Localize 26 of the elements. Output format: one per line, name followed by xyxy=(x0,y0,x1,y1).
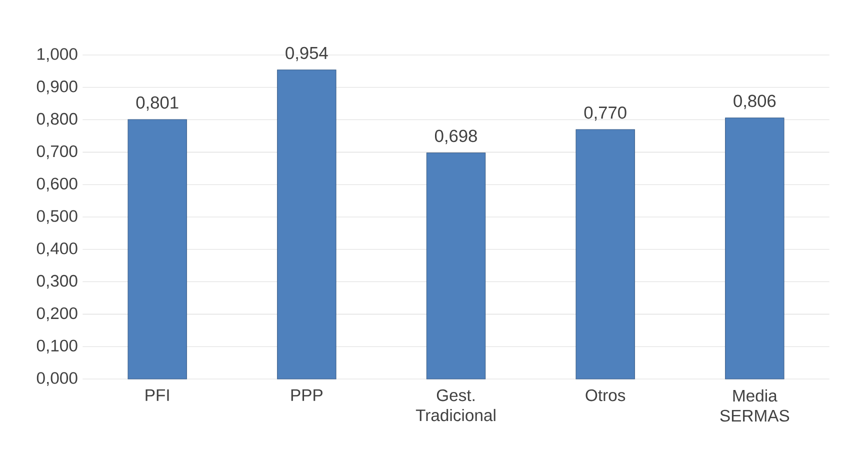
y-tick-label: 0,100 xyxy=(36,340,78,354)
y-tick-label: 0,500 xyxy=(36,210,78,224)
y-tick-label: 0,200 xyxy=(36,307,78,322)
x-tick-label: Otros xyxy=(586,389,626,402)
y-tick-label: 0,600 xyxy=(36,178,78,192)
bar xyxy=(426,152,486,380)
y-tick-label: 0,400 xyxy=(36,242,78,256)
x-tick-label: Gest. Tradicional xyxy=(416,389,496,422)
data-label: 0,801 xyxy=(136,96,178,111)
bar xyxy=(277,70,336,380)
y-tick-label: 0,800 xyxy=(36,112,78,127)
data-label: 0,954 xyxy=(286,46,328,62)
x-tick-label: PFI xyxy=(146,389,169,401)
data-label: 0,806 xyxy=(734,94,776,110)
y-tick-label: 0,900 xyxy=(36,80,78,94)
y-tick-label: 1,000 xyxy=(38,48,78,62)
bar xyxy=(576,129,635,380)
data-label: 0,698 xyxy=(434,130,477,144)
y-tick-label: 0,300 xyxy=(36,274,78,289)
x-tick-label: Media SERMAS xyxy=(720,389,790,422)
y-tick-label: 0,700 xyxy=(36,145,78,160)
bar xyxy=(128,119,187,380)
data-label: 0,770 xyxy=(584,106,626,121)
bar xyxy=(725,118,784,380)
y-tick-label: 0,000 xyxy=(36,372,78,386)
x-tick-label: PPP xyxy=(291,389,322,401)
